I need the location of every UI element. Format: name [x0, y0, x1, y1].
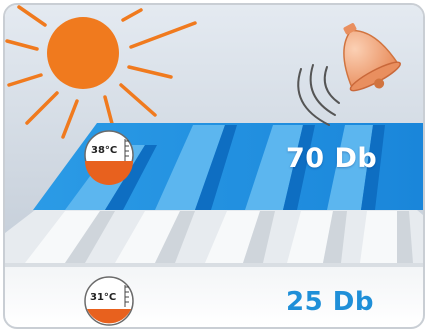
thermometer-icon — [84, 130, 134, 185]
floor-background — [5, 267, 423, 327]
bottom-noise-label: 25 Db — [286, 287, 374, 317]
top-noise-label: 70 Db — [286, 143, 378, 174]
top-temperature-label: 38°C — [91, 145, 118, 156]
illustration-frame: 38°C 31°C 70 Db 25 Db — [3, 3, 425, 329]
roof-light-sheet — [5, 210, 423, 267]
thermometer-icon — [84, 276, 134, 326]
sound-waves-icon — [297, 64, 340, 126]
bell-icon — [343, 23, 401, 92]
roof-scene — [5, 5, 423, 327]
bottom-temperature-label: 31°C — [90, 292, 117, 303]
